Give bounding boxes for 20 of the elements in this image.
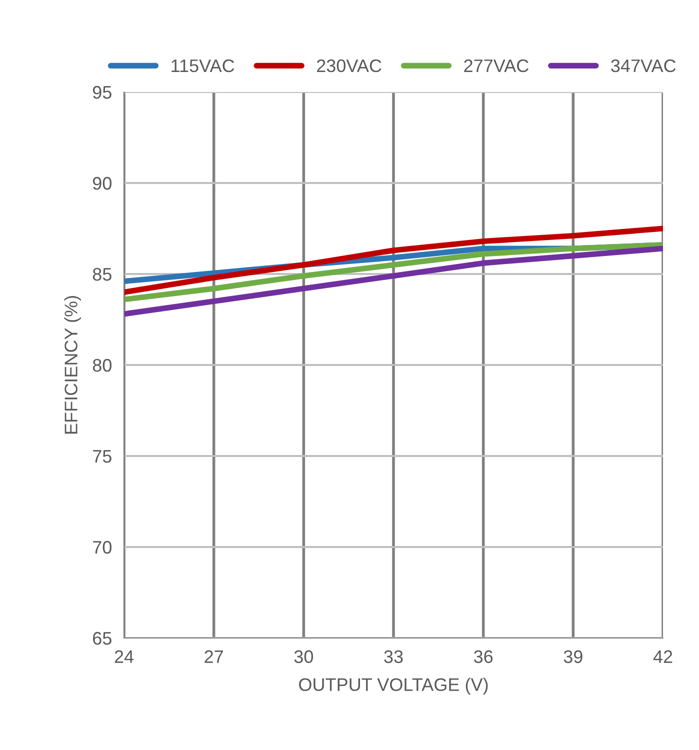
x-tick-label: 24 [114, 650, 134, 663]
y-tick-label: 85 [92, 268, 112, 281]
legend-label: 230VAC [316, 59, 382, 72]
y-tick-label: 90 [92, 176, 112, 190]
legend-label: 277VAC [464, 59, 528, 72]
y-tick-label: 80 [92, 358, 112, 372]
x-tick-label: 39 [564, 650, 582, 664]
x-axis-title: OUTPUT VOLTAGE (V) [299, 678, 488, 695]
x-tick-label: 42 [653, 650, 672, 663]
y-tick-label: 75 [93, 450, 112, 463]
y-axis-title: EFFICIENCY (%) [64, 296, 81, 434]
x-tick-label: 27 [204, 650, 223, 663]
y-tick-label: 70 [93, 540, 112, 554]
x-tick-label: 33 [384, 650, 403, 664]
y-tick-label: 95 [92, 86, 112, 99]
legend-label: 115VAC [172, 59, 234, 72]
x-tick-label: 30 [294, 650, 314, 664]
x-tick-label: 36 [474, 650, 493, 664]
y-tick-label: 65 [93, 632, 112, 645]
legend-label: 347VAC [611, 59, 676, 72]
